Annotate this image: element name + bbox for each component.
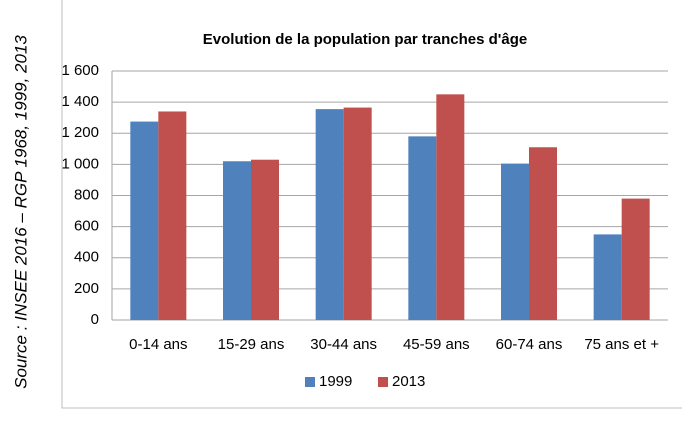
bar xyxy=(158,111,187,321)
y-tick-label: 600 xyxy=(74,218,99,235)
y-tick-label: 1 600 xyxy=(61,62,99,79)
bar xyxy=(251,159,279,320)
x-tick-label: 45-59 ans xyxy=(403,336,470,353)
source-note: Source : INSEE 2016 – RGP 1968, 1999, 20… xyxy=(11,35,30,389)
bar xyxy=(501,163,529,320)
y-tick-label: 400 xyxy=(74,249,99,266)
legend-label: 2013 xyxy=(392,373,425,390)
bar xyxy=(621,198,650,320)
y-tick-label: 1 000 xyxy=(61,155,99,172)
bar xyxy=(529,147,557,320)
y-tick-label: 200 xyxy=(74,280,99,297)
bar xyxy=(315,109,344,320)
bar xyxy=(436,94,465,320)
x-tick-label: 60-74 ans xyxy=(496,336,563,353)
legend-label: 1999 xyxy=(319,373,352,390)
bar xyxy=(130,121,159,320)
y-tick-label: 1 400 xyxy=(61,93,99,110)
y-tick-label: 800 xyxy=(74,186,99,203)
legend-swatch xyxy=(305,377,315,387)
bar xyxy=(593,234,622,320)
chart-title: Evolution de la population par tranches … xyxy=(203,31,527,48)
bar xyxy=(408,136,437,320)
y-tick-label: 0 xyxy=(91,311,99,328)
legend-swatch xyxy=(378,377,388,387)
bar xyxy=(343,107,372,321)
x-tick-label: 75 ans et + xyxy=(584,336,659,353)
chart-frame xyxy=(61,0,682,409)
x-tick-label: 15-29 ans xyxy=(218,336,285,353)
x-tick-label: 30-44 ans xyxy=(310,336,377,353)
y-tick-label: 1 200 xyxy=(61,124,99,141)
x-tick-label: 0-14 ans xyxy=(129,336,187,353)
bar xyxy=(223,161,251,320)
